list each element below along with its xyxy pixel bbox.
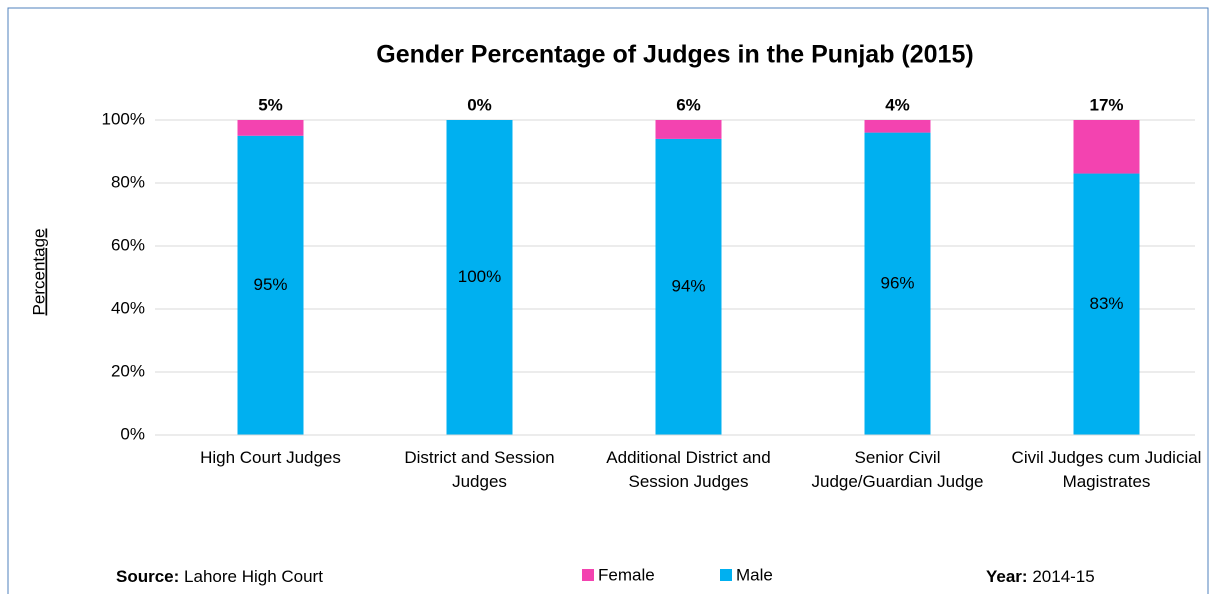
data-label: 6%: [676, 95, 701, 114]
y-tick-label: 0%: [120, 424, 145, 443]
source-label: Source:: [116, 567, 179, 586]
year-label: Year:: [986, 567, 1028, 586]
bar-segment: [864, 132, 931, 435]
bar-segment: [1073, 120, 1140, 174]
data-label: 0%: [467, 95, 492, 114]
source-text: Lahore High Court: [184, 567, 323, 586]
year: Year: 2014-15: [986, 567, 1095, 586]
x-tick-label: Civil Judges cum Judicial Magistrates: [1011, 448, 1202, 491]
legend-swatch: [582, 569, 594, 581]
bar-segment: [237, 135, 304, 435]
source: Source: Lahore High Court: [116, 567, 323, 586]
data-label: 4%: [885, 95, 910, 114]
chart-frame: [7, 7, 1209, 594]
y-tick-label: 60%: [111, 235, 145, 254]
chart-title: Gender Percentage of Judges in the Punja…: [376, 41, 973, 69]
bar-segment: [446, 120, 513, 435]
x-tick-label: District and Session Judges: [404, 448, 555, 491]
y-tick-label: 40%: [111, 298, 145, 317]
y-tick-label: 100%: [102, 109, 145, 128]
x-tick-label: Additional District and Session Judges: [606, 448, 771, 491]
x-tick-label-box: Additional District and Session Judges: [606, 448, 771, 491]
x-tick-label: High Court Judges: [200, 448, 341, 467]
data-label: 94%: [671, 276, 705, 295]
bar-segment: [655, 120, 722, 139]
legend-swatch: [720, 569, 732, 581]
x-tick-label-box: District and Session Judges: [404, 448, 555, 491]
legend-label: Female: [598, 565, 655, 584]
y-tick-label: 80%: [111, 172, 145, 191]
x-tick-label-box: Senior Civil Judge/Guardian Judge: [811, 448, 984, 491]
bar-segment: [1073, 173, 1140, 436]
y-axis-label: Percentage: [29, 229, 48, 316]
data-label: 95%: [253, 275, 287, 294]
bar-segment: [655, 138, 722, 435]
data-label: 100%: [458, 267, 501, 286]
x-tick-label-box: High Court Judges: [200, 448, 341, 467]
data-label: 17%: [1089, 95, 1123, 114]
y-tick-label: 20%: [111, 361, 145, 380]
x-tick-label: Senior Civil Judge/Guardian Judge: [811, 448, 984, 491]
legend-label: Male: [736, 565, 773, 584]
bar-segment: [864, 120, 931, 133]
bar-segment: [237, 120, 304, 136]
year-text: 2014-15: [1032, 567, 1094, 586]
data-label: 5%: [258, 95, 283, 114]
x-tick-label-box: Civil Judges cum Judicial Magistrates: [1011, 448, 1202, 491]
data-label: 83%: [1089, 294, 1123, 313]
data-label: 96%: [880, 273, 914, 292]
